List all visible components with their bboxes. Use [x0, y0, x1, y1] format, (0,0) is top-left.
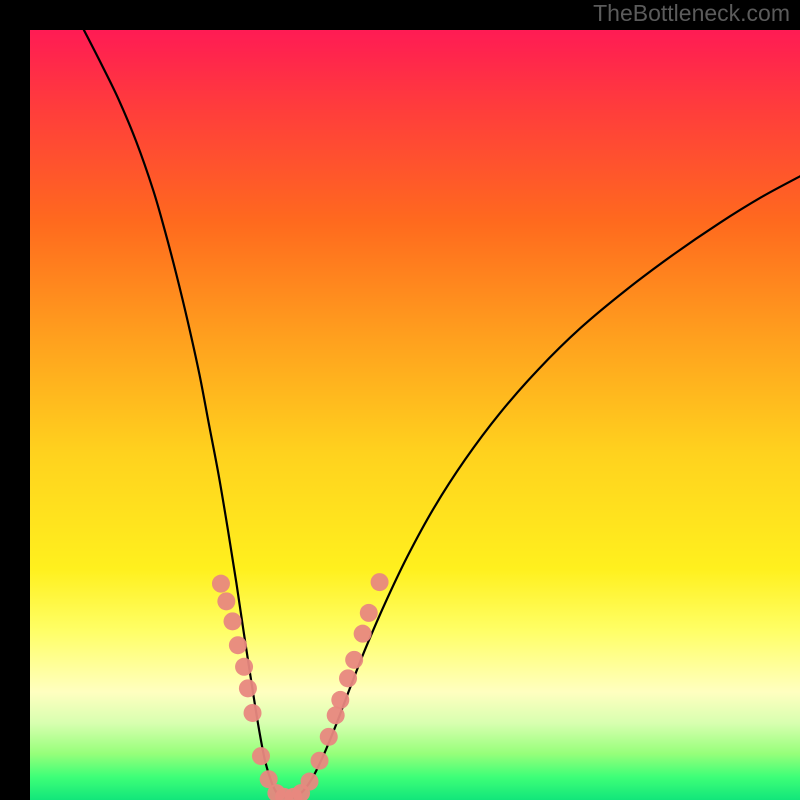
plot-area [30, 30, 800, 800]
data-marker [360, 604, 378, 622]
data-marker [339, 669, 357, 687]
data-marker [229, 636, 247, 654]
data-marker [345, 651, 363, 669]
gradient-background [30, 30, 800, 800]
data-marker [252, 747, 270, 765]
data-marker [239, 679, 257, 697]
data-marker [217, 592, 235, 610]
data-marker [354, 625, 372, 643]
data-marker [244, 704, 262, 722]
data-marker [301, 773, 319, 791]
watermark-text: TheBottleneck.com [593, 0, 790, 27]
data-marker [212, 575, 230, 593]
data-marker [371, 573, 389, 591]
data-marker [320, 728, 338, 746]
data-marker [224, 612, 242, 630]
data-marker [311, 752, 329, 770]
chart-frame: TheBottleneck.com [0, 0, 800, 800]
data-marker [327, 706, 345, 724]
data-marker [235, 658, 253, 676]
bottleneck-chart [30, 30, 800, 800]
data-marker [331, 691, 349, 709]
